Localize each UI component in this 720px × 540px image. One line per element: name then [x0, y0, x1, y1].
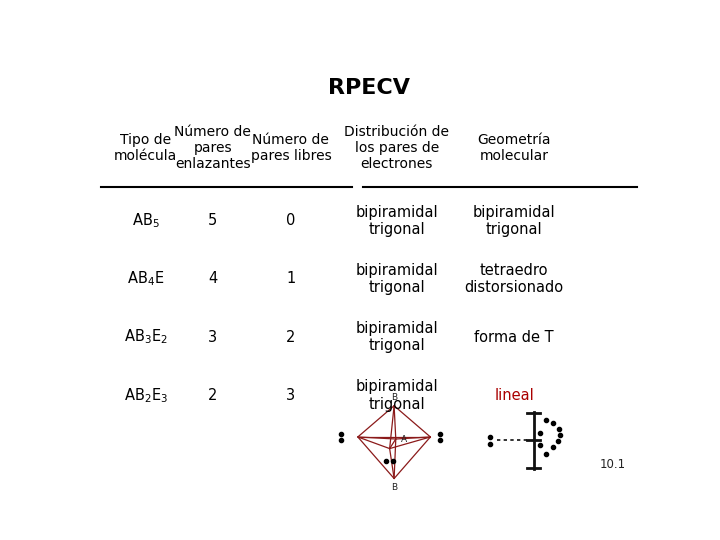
Text: RPECV: RPECV — [328, 78, 410, 98]
Text: Geometría
molecular: Geometría molecular — [477, 133, 551, 163]
Text: lineal: lineal — [494, 388, 534, 403]
Text: 0: 0 — [286, 213, 296, 228]
Text: AB$_2$E$_3$: AB$_2$E$_3$ — [124, 386, 168, 404]
Text: 3: 3 — [208, 329, 217, 345]
Text: 2: 2 — [286, 329, 296, 345]
Text: bipiramidal
trigonal: bipiramidal trigonal — [356, 205, 438, 237]
Text: bipiramidal
trigonal: bipiramidal trigonal — [356, 263, 438, 295]
Text: tetraedro
distorsionado: tetraedro distorsionado — [464, 263, 564, 295]
Text: 10.1: 10.1 — [600, 458, 626, 471]
Text: A: A — [401, 435, 408, 444]
Text: forma de T: forma de T — [474, 329, 554, 345]
Text: AB$_4$E: AB$_4$E — [127, 269, 164, 288]
Text: bipiramidal
trigonal: bipiramidal trigonal — [356, 379, 438, 411]
Text: 2: 2 — [208, 388, 217, 403]
Text: AB$_3$E$_2$: AB$_3$E$_2$ — [124, 328, 168, 347]
Text: bipiramidal
trigonal: bipiramidal trigonal — [473, 205, 555, 237]
Text: 5: 5 — [208, 213, 217, 228]
Text: Número de
pares
enlazantes: Número de pares enlazantes — [174, 125, 251, 171]
Text: AB$_5$: AB$_5$ — [132, 211, 160, 230]
Text: B: B — [391, 483, 397, 492]
Text: 3: 3 — [287, 388, 295, 403]
Text: Tipo de
molécula: Tipo de molécula — [114, 133, 177, 163]
Text: Distribución de
los pares de
electrones: Distribución de los pares de electrones — [344, 125, 449, 171]
Text: 4: 4 — [208, 272, 217, 286]
Text: Número de
pares libres: Número de pares libres — [251, 133, 331, 163]
Text: 1: 1 — [287, 272, 295, 286]
Text: bipiramidal
trigonal: bipiramidal trigonal — [356, 321, 438, 353]
Text: B: B — [391, 393, 397, 402]
